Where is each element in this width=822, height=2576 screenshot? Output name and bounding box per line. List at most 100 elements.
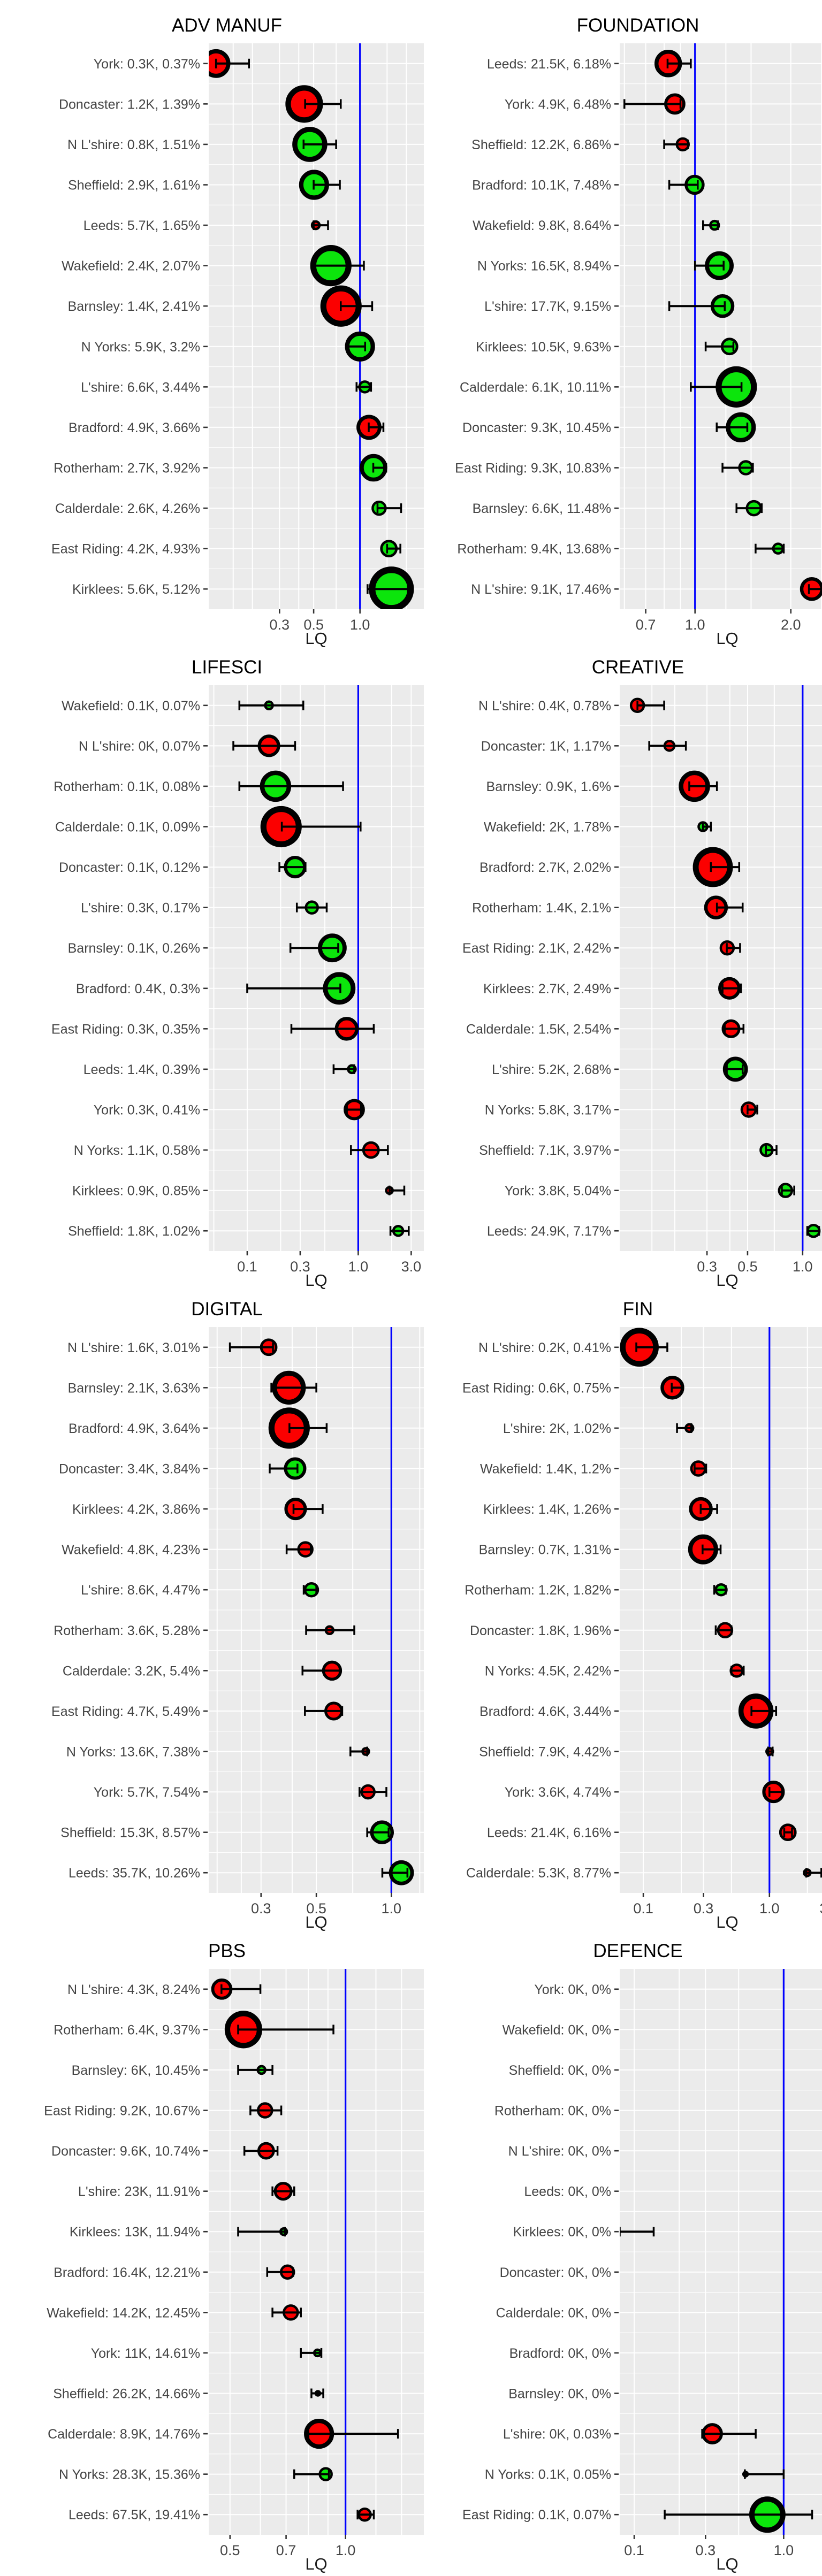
y-tick-label: Barnsley: 0.9K, 1.6% <box>486 779 611 794</box>
x-tick-label: 0.1 <box>237 1259 257 1275</box>
y-tick-label: Barnsley: 0K, 0% <box>508 2387 611 2402</box>
y-tick-label: Doncaster: 9.6K, 10.74% <box>51 2144 200 2159</box>
x-tick-label: 0.3 <box>270 617 290 633</box>
y-tick-label: Sheffield: 0K, 0% <box>509 2063 611 2078</box>
chart-title: DEFENCE <box>593 1941 683 1961</box>
y-tick-label: Doncaster: 0K, 0% <box>500 2265 611 2280</box>
y-tick-label: Rotherham: 0K, 0% <box>494 2104 611 2119</box>
y-tick-label: N L'shire: 0.4K, 0.78% <box>478 699 611 714</box>
x-tick-label: 1.0 <box>348 1259 369 1275</box>
x-tick-label: 0.1 <box>633 1900 653 1916</box>
x-tick-label: 0.5 <box>303 617 324 633</box>
plot-area: N L'shire: 1.6K, 3.01% Barnsley: 2.1K, 3.… <box>51 1327 424 1916</box>
y-tick-label: Kirklees: 1.4K, 1.26% <box>483 1502 611 1517</box>
y-tick-label: East Riding: 0.6K, 0.75% <box>462 1381 611 1396</box>
y-tick-label: Doncaster: 0.1K, 0.12% <box>59 860 200 875</box>
y-tick-label: N L'shire: 1.6K, 3.01% <box>67 1340 200 1355</box>
chart-adv-manuf: ADV MANUF York: 0.3K, 0.37% Doncaster: 1.… <box>21 9 432 650</box>
y-tick-label: Bradford: 4.6K, 3.44% <box>480 1704 611 1719</box>
y-tick-label: Wakefield: 2.4K, 2.07% <box>62 259 200 274</box>
x-tick-label: 3.0 <box>819 1900 822 1916</box>
y-tick-label: N Yorks: 4.5K, 2.42% <box>485 1663 611 1678</box>
y-tick-label: Bradford: 4.9K, 3.66% <box>68 420 200 435</box>
x-tick-label: 2.0 <box>781 617 801 633</box>
y-tick-label: Doncaster: 1.2K, 1.39% <box>59 97 200 112</box>
y-tick-label: Bradford: 0.4K, 0.3% <box>76 982 200 996</box>
y-tick-label: L'shire: 0K, 0.03% <box>503 2427 611 2442</box>
x-tick-label: 1.0 <box>793 1259 813 1275</box>
y-tick-label: York: 11K, 14.61% <box>91 2346 200 2361</box>
y-tick-label: Calderdale: 8.9K, 14.76% <box>48 2427 200 2442</box>
y-tick-label: East Riding: 9.3K, 10.83% <box>455 461 611 476</box>
x-tick-label: 0.3 <box>251 1900 271 1916</box>
y-tick-label: Calderdale: 6.1K, 10.11% <box>460 380 611 395</box>
y-tick-label: Leeds: 21.4K, 6.16% <box>487 1826 611 1841</box>
y-tick-label: Calderdale: 0.1K, 0.09% <box>55 820 200 835</box>
y-tick-label: L'shire: 6.6K, 3.44% <box>81 380 200 395</box>
y-tick-label: N Yorks: 1.1K, 0.58% <box>74 1143 200 1158</box>
y-tick-label: East Riding: 0.1K, 0.07% <box>462 2508 611 2523</box>
chart-fin: FIN N L'shire: 0.2K, 0.41% East Riding: 0… <box>432 1292 822 1934</box>
x-tick-label: 0.5 <box>737 1259 758 1275</box>
y-tick-label: East Riding: 4.7K, 5.49% <box>51 1704 200 1719</box>
y-tick-label: N L'shire: 9.1K, 17.46% <box>471 582 611 597</box>
y-tick-label: Rotherham: 1.4K, 2.1% <box>472 901 611 916</box>
y-tick-label: Leeds: 1.4K, 0.39% <box>83 1062 200 1077</box>
y-tick-label: Bradford: 10.1K, 7.48% <box>472 178 611 193</box>
y-tick-label: N Yorks: 0.1K, 0.05% <box>485 2467 611 2482</box>
y-tick-label: N L'shire: 0K, 0% <box>508 2144 611 2159</box>
y-tick-label: Leeds: 67.5K, 19.41% <box>68 2508 200 2523</box>
y-tick-label: York: 3.6K, 4.74% <box>505 1785 611 1800</box>
y-tick-label: Rotherham: 2.7K, 3.92% <box>54 461 200 476</box>
x-tick-label: 0.3 <box>290 1259 310 1275</box>
y-tick-label: Kirklees: 4.2K, 3.86% <box>72 1502 200 1517</box>
plot-area: N L'shire: 0.4K, 0.78% Doncaster: 1K, 1.1… <box>462 685 822 1275</box>
y-tick-label: N Yorks: 5.8K, 3.17% <box>485 1103 611 1118</box>
y-tick-label: Kirklees: 10.5K, 9.63% <box>476 340 611 355</box>
chart-title: ADV MANUF <box>171 15 283 36</box>
y-tick-label: York: 0.3K, 0.37% <box>94 57 200 72</box>
plot-area: Wakefield: 0.1K, 0.07% N L'shire: 0K, 0.0… <box>51 685 424 1275</box>
y-tick-label: N L'shire: 0K, 0.07% <box>79 739 200 754</box>
x-axis-title: LQ <box>716 629 739 648</box>
y-tick-label: Doncaster: 1K, 1.17% <box>481 739 611 754</box>
x-tick-label: 1.0 <box>759 1900 780 1916</box>
chart-title: LIFESCI <box>191 657 263 678</box>
y-tick-label: Doncaster: 1.8K, 1.96% <box>470 1623 611 1638</box>
y-tick-label: Barnsley: 0.7K, 1.31% <box>479 1543 611 1558</box>
y-tick-label: Rotherham: 1.2K, 1.82% <box>465 1583 611 1598</box>
y-tick-label: Leeds: 21.5K, 6.18% <box>487 57 611 72</box>
x-tick-label: 0.7 <box>636 617 656 633</box>
x-tick-label: 0.1 <box>624 2542 644 2558</box>
y-tick-label: Rotherham: 3.6K, 5.28% <box>54 1623 200 1638</box>
chart-defence: DEFENCE York: 0K, 0% Wakefield: 0K, 0% She… <box>432 1934 822 2576</box>
x-axis-title: LQ <box>716 2555 739 2573</box>
y-tick-label: Calderdale: 2.6K, 4.26% <box>55 501 200 516</box>
y-tick-label: Bradford: 4.9K, 3.64% <box>68 1421 200 1436</box>
y-tick-label: Kirklees: 2.7K, 2.49% <box>483 982 611 996</box>
y-tick-label: N L'shire: 4.3K, 8.24% <box>67 1982 200 1997</box>
y-tick-label: Leeds: 24.9K, 7.17% <box>487 1224 611 1239</box>
y-tick-label: East Riding: 4.2K, 4.93% <box>51 542 200 557</box>
plot-area: York: 0K, 0% Wakefield: 0K, 0% Sheffield: … <box>462 1969 822 2558</box>
y-tick-label: East Riding: 0.3K, 0.35% <box>51 1022 200 1037</box>
y-tick-label: Sheffield: 15.3K, 8.57% <box>60 1826 200 1841</box>
plot-area: Leeds: 21.5K, 6.18% York: 4.9K, 6.48% Shef… <box>455 43 822 633</box>
y-tick-label: Barnsley: 2.1K, 3.63% <box>68 1381 200 1396</box>
x-tick-label: 0.3 <box>694 1900 714 1916</box>
y-tick-label: L'shire: 8.6K, 4.47% <box>81 1583 200 1598</box>
y-tick-label: Wakefield: 14.2K, 12.45% <box>47 2305 200 2320</box>
y-tick-label: York: 3.8K, 5.04% <box>505 1184 611 1199</box>
panel-contents <box>620 685 822 1251</box>
y-tick-label: York: 5.7K, 7.54% <box>94 1785 200 1800</box>
y-tick-label: Sheffield: 7.9K, 4.42% <box>479 1745 611 1760</box>
y-tick-label: York: 0K, 0% <box>534 1982 611 1997</box>
y-tick-label: Barnsley: 0.1K, 0.26% <box>68 941 200 956</box>
panel-contents <box>209 1327 424 1893</box>
y-tick-label: Calderdale: 1.5K, 2.54% <box>466 1022 611 1037</box>
y-tick-label: Bradford: 0K, 0% <box>509 2346 611 2361</box>
panel-contents <box>620 1969 822 2535</box>
y-tick-label: Barnsley: 6K, 10.45% <box>72 2063 200 2078</box>
y-tick-label: Kirklees: 13K, 11.94% <box>70 2225 200 2240</box>
chart-title: CREATIVE <box>591 657 684 678</box>
